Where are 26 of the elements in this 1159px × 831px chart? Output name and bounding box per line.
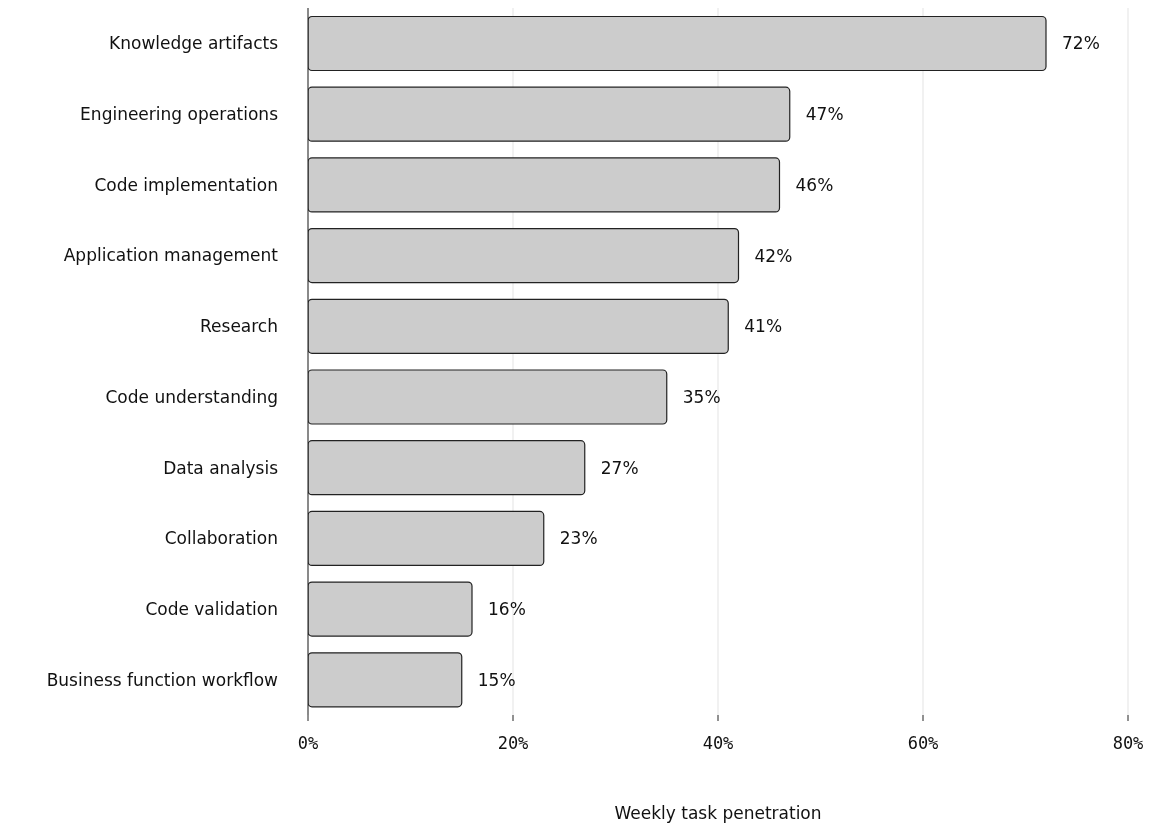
data-label: 46% — [795, 174, 834, 195]
y-tick-label: Code validation — [145, 598, 278, 619]
data-label: 72% — [1062, 33, 1100, 54]
x-tick-label: 40% — [702, 733, 734, 754]
y-tick-label: Knowledge artifacts — [109, 33, 279, 54]
data-label: 16% — [488, 599, 526, 620]
data-label: 15% — [477, 669, 516, 690]
y-tick-label: Application management — [63, 245, 279, 266]
y-tick-label: Collaboration — [164, 528, 278, 549]
data-label: 35% — [682, 386, 721, 407]
x-tick-label: 20% — [497, 733, 529, 754]
y-tick-label: Code understanding — [105, 386, 278, 407]
y-tick-label: Code implementation — [94, 174, 278, 195]
x-axis-title: Weekly task penetration — [614, 803, 822, 823]
data-label: 47% — [805, 104, 844, 125]
x-tick-label: 80% — [1112, 733, 1144, 754]
x-tick-label: 60% — [907, 733, 939, 754]
y-tick-label: Engineering operations — [80, 104, 279, 125]
y-tick-label: Business function workflow — [46, 669, 279, 690]
data-label: 27% — [600, 457, 639, 478]
data-label: 42% — [754, 245, 793, 266]
x-tick-label: 0% — [297, 733, 319, 754]
data-label: 23% — [559, 528, 598, 549]
y-tick-label: Data analysis — [163, 457, 279, 478]
y-tick-label: Research — [200, 316, 278, 337]
data-label: 41% — [744, 316, 783, 337]
